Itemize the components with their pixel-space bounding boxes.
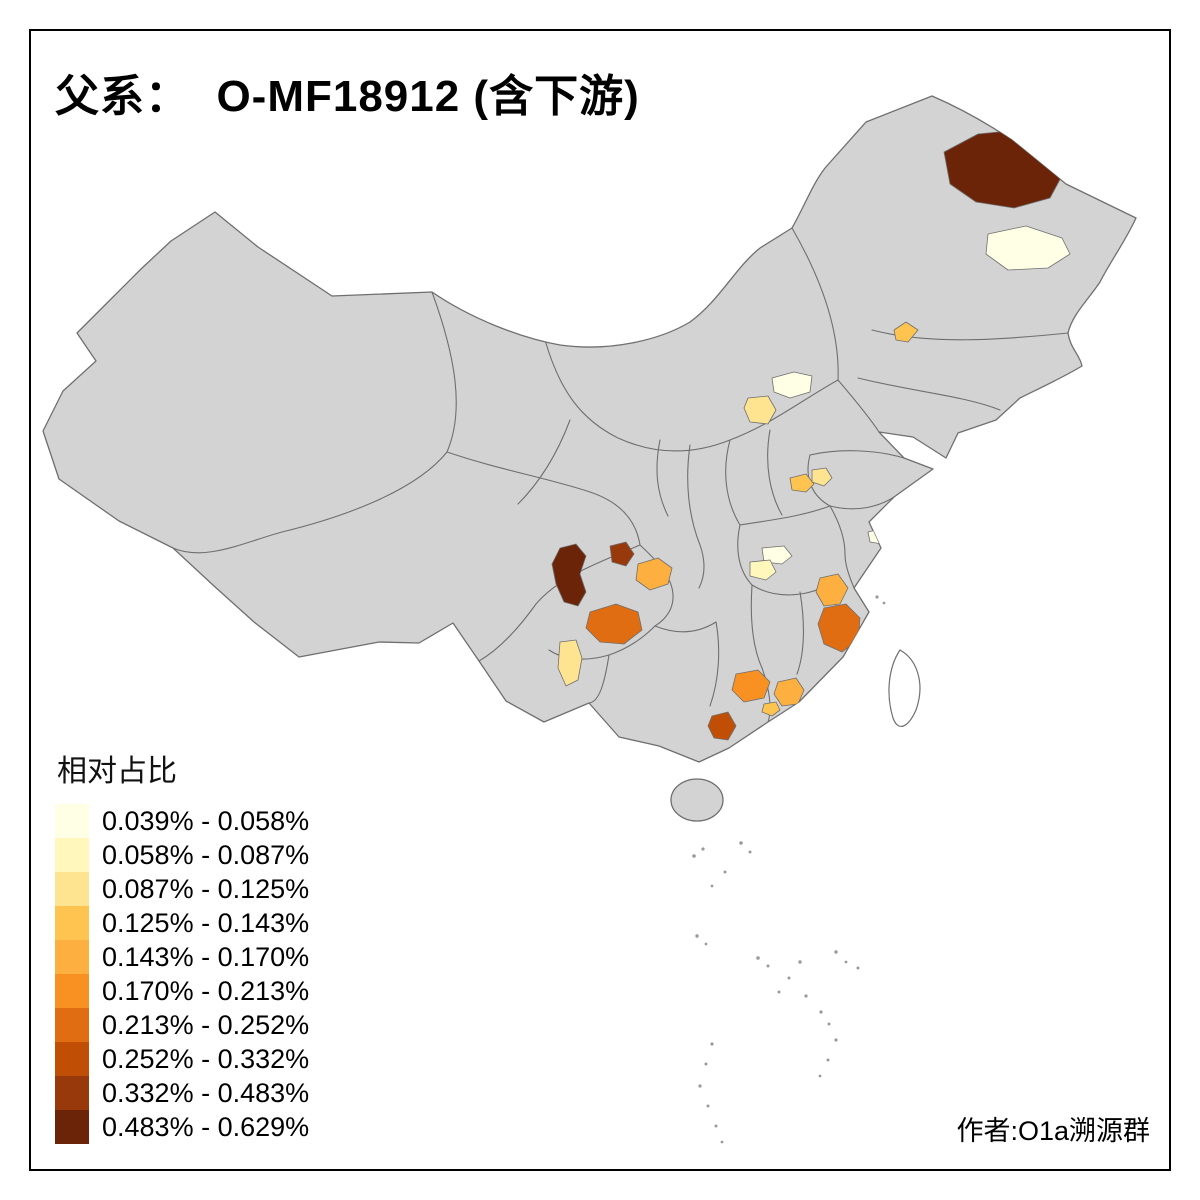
region-heilongjiang-east [985,225,1071,271]
author-credit: 作者:O1a溯源群 [956,1116,1150,1146]
legend-label: 0.143% - 0.170% [102,941,310,972]
region-sichuan-south [585,603,643,645]
region-jiangsu-north [789,473,815,493]
taiwan-island [888,649,921,727]
region-jiangsu-northeast [811,467,833,487]
legend-label: 0.332% - 0.483% [102,1077,310,1108]
legend-label: 0.213% - 0.252% [102,1009,310,1040]
region-guangxi-east [731,669,771,703]
legend-row: 0.483% - 0.629% [55,1110,309,1144]
page-title: 父系： O-MF18912 (含下游) [55,72,640,121]
legend-swatch [55,906,89,940]
legend-swatch [55,974,89,1008]
legend-swatch [55,1008,89,1042]
legend-row: 0.143% - 0.170% [55,940,309,974]
region-guangdong-west-small [761,701,781,717]
legend-swatch [55,1042,89,1076]
legend-label: 0.252% - 0.332% [102,1043,310,1074]
south-china-sea-islands [692,595,886,1144]
legend-swatch [55,940,89,974]
legend-row: 0.058% - 0.087% [55,838,309,872]
legend-row: 0.252% - 0.332% [55,1042,309,1076]
region-sichuan-west [551,543,587,607]
legend-row: 0.332% - 0.483% [55,1076,309,1110]
region-guangxi-south [707,711,737,741]
legend-row: 0.039% - 0.058% [55,804,309,838]
legend-label: 0.125% - 0.143% [102,907,310,938]
legend-swatch [55,1076,89,1110]
region-hubei-east [761,545,793,565]
hainan-island [670,778,724,822]
legend-row: 0.087% - 0.125% [55,872,309,906]
legend-row: 0.213% - 0.252% [55,1008,309,1042]
province-borders [172,227,1069,723]
legend-swatch [55,1110,89,1144]
legend-label: 0.039% - 0.058% [102,805,310,836]
legend-row: 0.125% - 0.143% [55,906,309,940]
region-hubei-central [749,559,777,581]
legend-rows: 0.039% - 0.058% 0.058% - 0.087% 0.087% - 0… [55,804,309,1144]
legend-label: 0.170% - 0.213% [102,975,310,1006]
legend-swatch [55,872,89,906]
region-shanxi-central [743,395,777,425]
legend: 相对占比 0.039% - 0.058% 0.058% - 0.087% 0.087… [55,746,309,1144]
region-fujian-coast [849,643,873,667]
region-jiangxi-northeast [815,573,849,607]
legend-label: 0.058% - 0.087% [102,839,310,870]
region-yunnan-central [557,639,583,687]
region-liaoning-west [893,321,919,343]
plot-border [29,29,1171,1171]
china-mainland [42,95,1137,763]
region-sichuan-central [609,541,635,567]
legend-label: 0.483% - 0.629% [102,1111,310,1142]
legend-swatch [55,804,89,838]
region-chongqing-west [635,557,673,591]
legend-title: 相对占比 [57,755,177,788]
region-beijing-hebei [771,371,813,399]
legend-swatch [55,838,89,872]
legend-row: 0.170% - 0.213% [55,974,309,1008]
legend-label: 0.087% - 0.125% [102,873,310,904]
